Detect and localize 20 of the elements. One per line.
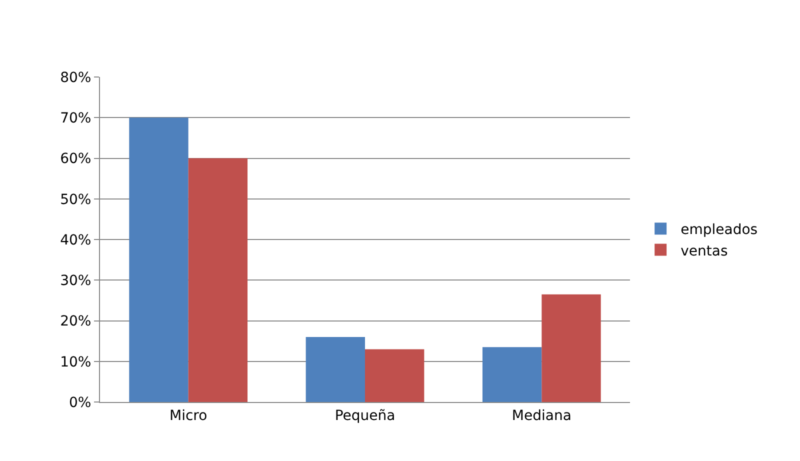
y-tick-label: 10% (60, 354, 92, 370)
y-tick-label: 60% (60, 151, 92, 168)
bar (188, 158, 248, 402)
y-tick-label: 30% (60, 273, 92, 290)
x-tick-label: Micro (169, 408, 208, 424)
bar (542, 294, 601, 402)
bar (129, 118, 188, 402)
y-tick-label: 70% (60, 110, 92, 127)
y-tick-label: 50% (60, 192, 92, 208)
legend-label: ventas (680, 243, 728, 260)
y-tick-label: 20% (60, 314, 92, 330)
bar (306, 337, 365, 402)
bar (365, 349, 424, 402)
x-tick-label: Mediana (512, 408, 572, 424)
legend-label: empleados (680, 222, 758, 238)
x-tick-label: Pequeña (334, 408, 396, 424)
bar (482, 347, 542, 402)
y-tick-label: 80% (60, 70, 92, 86)
y-tick-label: 40% (60, 232, 92, 248)
y-tick-label: 0% (68, 394, 92, 411)
